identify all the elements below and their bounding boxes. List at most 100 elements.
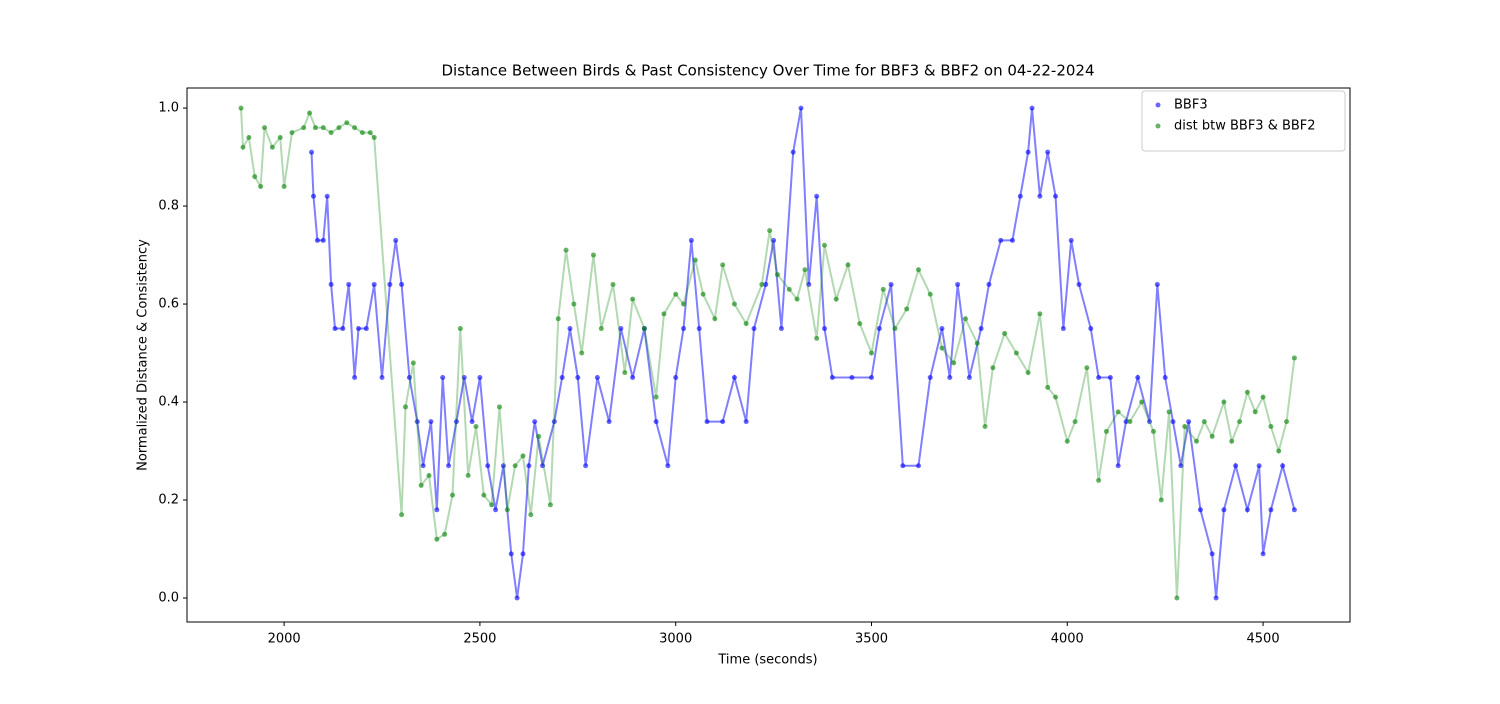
data-point bbox=[281, 183, 287, 189]
data-point bbox=[469, 419, 475, 425]
data-point bbox=[504, 507, 510, 513]
data-point bbox=[434, 507, 440, 513]
data-point bbox=[630, 296, 636, 302]
data-point bbox=[1053, 193, 1059, 199]
data-point bbox=[829, 375, 835, 381]
series-line bbox=[310, 107, 1296, 599]
data-point bbox=[947, 375, 953, 381]
data-point bbox=[731, 375, 737, 381]
data-point bbox=[1076, 281, 1082, 287]
data-point bbox=[673, 291, 679, 297]
data-point bbox=[540, 463, 546, 469]
data-point bbox=[665, 463, 671, 469]
data-point bbox=[786, 286, 792, 292]
data-point bbox=[1123, 419, 1129, 425]
data-point bbox=[446, 463, 452, 469]
data-point bbox=[426, 473, 432, 479]
data-point bbox=[356, 326, 362, 332]
legend-box bbox=[1141, 90, 1346, 152]
x-tick-label: 3500 bbox=[855, 632, 888, 647]
data-point bbox=[1084, 365, 1090, 371]
data-point bbox=[868, 375, 874, 381]
data-point bbox=[1029, 105, 1035, 111]
data-point bbox=[310, 193, 316, 199]
data-point bbox=[465, 473, 471, 479]
data-point bbox=[1280, 463, 1286, 469]
data-point bbox=[775, 272, 781, 278]
data-point bbox=[833, 296, 839, 302]
data-point bbox=[986, 281, 992, 287]
data-point bbox=[900, 463, 906, 469]
data-point bbox=[814, 193, 820, 199]
data-point bbox=[618, 326, 624, 332]
data-point bbox=[1174, 595, 1180, 601]
data-point bbox=[1045, 149, 1051, 155]
data-point bbox=[673, 375, 679, 381]
data-point bbox=[1284, 419, 1290, 425]
data-point bbox=[688, 237, 694, 243]
data-point bbox=[262, 125, 268, 131]
data-point bbox=[477, 375, 483, 381]
data-point bbox=[1064, 438, 1070, 444]
data-point bbox=[1244, 507, 1250, 513]
data-point bbox=[457, 326, 463, 332]
data-point bbox=[583, 463, 589, 469]
data-point bbox=[328, 281, 334, 287]
data-point bbox=[951, 360, 957, 366]
data-point bbox=[1060, 326, 1066, 332]
data-point bbox=[966, 375, 972, 381]
data-point bbox=[915, 267, 921, 273]
data-point bbox=[309, 149, 315, 155]
data-point bbox=[1045, 384, 1051, 390]
y-tick-label: 0.0 bbox=[158, 590, 179, 605]
data-point bbox=[352, 375, 358, 381]
data-point bbox=[1135, 375, 1141, 381]
data-point bbox=[743, 419, 749, 425]
data-point bbox=[1268, 424, 1274, 430]
data-point bbox=[528, 512, 534, 518]
y-tick-label: 0.4 bbox=[158, 395, 179, 410]
data-point bbox=[704, 419, 710, 425]
data-point bbox=[367, 130, 373, 136]
data-point bbox=[252, 174, 258, 180]
data-point bbox=[1127, 419, 1133, 425]
data-point bbox=[508, 551, 514, 557]
data-point bbox=[821, 242, 827, 248]
data-point bbox=[1268, 507, 1274, 513]
data-point bbox=[418, 482, 424, 488]
data-point bbox=[1193, 438, 1199, 444]
data-point bbox=[461, 375, 467, 381]
data-point bbox=[1107, 375, 1113, 381]
data-point bbox=[962, 316, 968, 322]
data-point bbox=[551, 419, 557, 425]
data-point bbox=[1002, 330, 1008, 336]
data-point bbox=[1162, 375, 1168, 381]
data-point bbox=[1158, 497, 1164, 503]
data-point bbox=[641, 326, 647, 332]
data-point bbox=[1256, 463, 1262, 469]
data-point bbox=[927, 291, 933, 297]
chart-title: Distance Between Birds & Past Consistenc… bbox=[441, 62, 1094, 80]
data-point bbox=[990, 365, 996, 371]
data-point bbox=[1096, 477, 1102, 483]
data-point bbox=[1276, 448, 1282, 454]
data-point bbox=[387, 281, 393, 287]
data-point bbox=[720, 262, 726, 268]
data-point bbox=[998, 237, 1004, 243]
y-tick-label: 0.8 bbox=[158, 199, 179, 214]
legend-marker bbox=[1155, 123, 1161, 129]
data-point bbox=[806, 281, 812, 287]
data-point bbox=[1221, 507, 1227, 513]
data-point bbox=[512, 463, 518, 469]
data-point bbox=[1154, 281, 1160, 287]
data-point bbox=[978, 326, 984, 332]
data-point bbox=[700, 291, 706, 297]
x-tick-label: 4000 bbox=[1051, 632, 1084, 647]
data-point bbox=[904, 306, 910, 312]
data-point bbox=[526, 463, 532, 469]
data-point bbox=[1068, 237, 1074, 243]
x-tick-label: 2500 bbox=[463, 632, 496, 647]
data-point bbox=[1291, 355, 1297, 361]
